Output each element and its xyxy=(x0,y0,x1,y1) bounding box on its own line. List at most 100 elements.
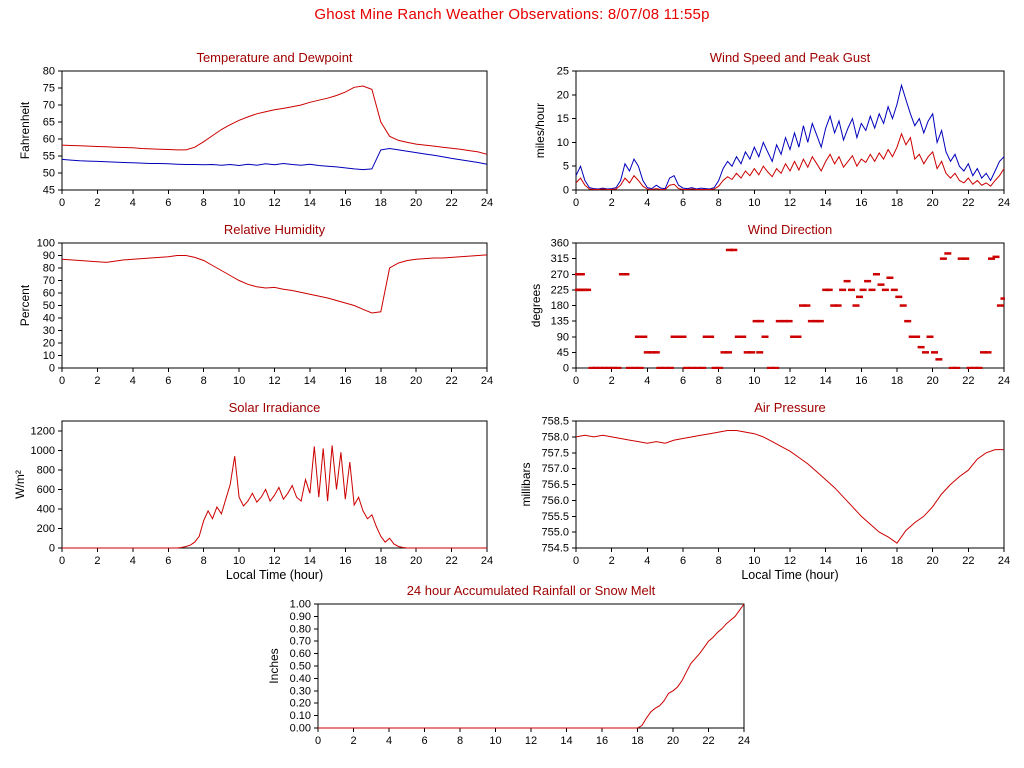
wind-direction-mark xyxy=(667,366,674,369)
y-tick-label: 50 xyxy=(43,168,55,180)
x-tick-label: 12 xyxy=(268,375,280,387)
y-tick-label: 90 xyxy=(557,331,569,343)
y-tick-label: 135 xyxy=(551,316,569,328)
x-tick-label: 20 xyxy=(927,375,939,387)
wind-direction-mark xyxy=(980,351,987,354)
wind-direction-mark xyxy=(725,248,733,252)
x-tick-label: 6 xyxy=(680,375,686,387)
plot-frame xyxy=(575,420,1005,549)
wind-direction-mark xyxy=(939,257,947,260)
x-tick-label: 12 xyxy=(784,197,796,209)
y-tick-label: 270 xyxy=(551,269,569,281)
wind-direction-mark xyxy=(716,366,724,369)
chart-title: 24 hour Accumulated Rainfall or Snow Mel… xyxy=(407,583,656,598)
y-axis-label: miles/hour xyxy=(533,103,547,158)
wind-direction-mark xyxy=(864,279,872,283)
y-tick-label: 80 xyxy=(43,263,55,275)
x-tick-label: 2 xyxy=(609,555,615,567)
wind-direction-mark xyxy=(636,366,644,369)
y-tick-label: 757.5 xyxy=(541,447,569,459)
chart-accumulated-rainfall: 24 hour Accumulated Rainfall or Snow Mel… xyxy=(267,583,750,747)
wind-direction-mark xyxy=(868,288,876,292)
plot-frame xyxy=(61,420,488,549)
wind-direction-mark xyxy=(856,295,863,299)
wind-direction-mark xyxy=(766,366,774,369)
wind-direction-mark xyxy=(1000,297,1005,300)
wind-direction-mark xyxy=(661,366,669,369)
x-tick-label: 4 xyxy=(130,555,136,567)
chart-title: Relative Humidity xyxy=(224,222,326,237)
y-tick-label: 0 xyxy=(49,543,55,555)
wind-direction-mark xyxy=(693,366,701,369)
x-tick-label: 20 xyxy=(927,197,939,209)
wind-direction-mark xyxy=(895,295,903,299)
wind-direction-mark xyxy=(881,288,889,292)
y-tick-label: 1200 xyxy=(31,425,55,437)
wind-direction-mark xyxy=(848,288,855,292)
y-tick-label: 755.0 xyxy=(541,527,569,539)
wind-direction-mark xyxy=(596,366,604,369)
plot-frame xyxy=(61,70,488,191)
x-tick-label: 10 xyxy=(489,735,501,747)
x-tick-label: 2 xyxy=(350,735,356,747)
y-tick-label: 55 xyxy=(43,151,55,163)
x-tick-label: 14 xyxy=(820,375,832,387)
wind-direction-mark xyxy=(577,273,585,276)
x-tick-label: 20 xyxy=(410,375,422,387)
y-tick-label: 30 xyxy=(43,325,55,337)
x-tick-label: 14 xyxy=(820,555,832,567)
y-tick-label: 45 xyxy=(43,185,55,197)
rainfall-line xyxy=(318,603,745,729)
y-tick-label: 10 xyxy=(557,137,569,149)
x-tick-label: 16 xyxy=(339,555,351,567)
x-tick-label: 16 xyxy=(596,735,608,747)
plot-frame xyxy=(61,242,488,369)
humidity-line xyxy=(61,254,488,314)
x-tick-label: 22 xyxy=(962,197,974,209)
wind-direction-mark xyxy=(711,366,719,369)
wind-direction-mark xyxy=(794,335,802,338)
x-tick-label: 0 xyxy=(573,555,579,567)
x-tick-label: 8 xyxy=(716,197,722,209)
y-tick-label: 0 xyxy=(563,185,569,197)
wind-direction-mark xyxy=(720,351,728,354)
temperature-line xyxy=(61,85,488,155)
wind-direction-mark xyxy=(988,257,995,260)
y-tick-label: 15 xyxy=(557,113,569,125)
y-axis-label: Inches xyxy=(267,648,281,683)
x-tick-label: 18 xyxy=(631,735,643,747)
x-tick-label: 18 xyxy=(375,197,387,209)
y-tick-label: 600 xyxy=(37,484,55,496)
wind-direction-mark xyxy=(781,319,789,323)
plot-frame xyxy=(317,603,745,729)
wind-direction-mark xyxy=(975,366,983,369)
x-tick-label: 6 xyxy=(680,555,686,567)
y-tick-label: 75 xyxy=(43,83,55,95)
y-tick-label: 400 xyxy=(37,503,55,515)
wind-direction-mark xyxy=(601,366,608,369)
y-tick-label: 100 xyxy=(37,238,55,250)
wind-direction-mark xyxy=(643,351,651,354)
wind-direction-mark xyxy=(917,345,925,349)
x-tick-label: 14 xyxy=(304,375,316,387)
y-tick-label: 1000 xyxy=(31,445,55,457)
y-tick-label: 180 xyxy=(551,300,569,312)
wind-direction-mark xyxy=(852,304,860,307)
wind-direction-mark xyxy=(904,319,912,323)
wind-direction-mark xyxy=(931,351,938,354)
y-tick-label: 20 xyxy=(557,89,569,101)
x-tick-label: 4 xyxy=(130,375,136,387)
y-tick-label: 0.10 xyxy=(290,710,311,722)
y-tick-label: 758.5 xyxy=(541,416,569,428)
x-tick-label: 4 xyxy=(386,735,392,747)
wind-direction-mark xyxy=(816,319,824,323)
y-tick-label: 0.30 xyxy=(290,685,311,697)
y-tick-label: 757.0 xyxy=(541,463,569,475)
x-tick-label: 22 xyxy=(445,375,457,387)
wind-direction-mark xyxy=(757,319,765,323)
chart-title: Solar Irradiance xyxy=(229,400,321,415)
